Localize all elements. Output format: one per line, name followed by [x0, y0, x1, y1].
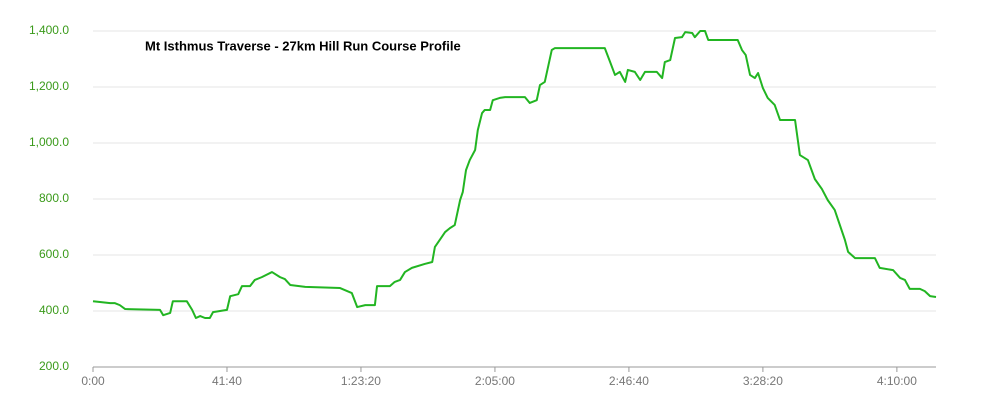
y-tick-label: 1,200.0	[29, 79, 69, 93]
y-tick-label: 1,400.0	[29, 23, 69, 37]
x-tick-label: 1:23:20	[341, 374, 381, 388]
y-tick-label: 800.0	[39, 191, 69, 205]
chart-title: Mt Isthmus Traverse - 27km Hill Run Cour…	[145, 38, 461, 53]
x-tick-label: 3:28:20	[743, 374, 783, 388]
y-tick-label: 1,000.0	[29, 135, 69, 149]
y-tick-label: 600.0	[39, 247, 69, 261]
x-tick-label: 41:40	[212, 374, 242, 388]
y-tick-label: 200.0	[39, 359, 69, 373]
y-tick-label: 400.0	[39, 303, 69, 317]
x-tick-label: 2:46:40	[609, 374, 649, 388]
elevation-line	[92, 30, 937, 319]
x-tick-label: 0:00	[81, 374, 105, 388]
x-tick-label: 2:05:00	[475, 374, 515, 388]
x-tick-label: 4:10:00	[877, 374, 917, 388]
